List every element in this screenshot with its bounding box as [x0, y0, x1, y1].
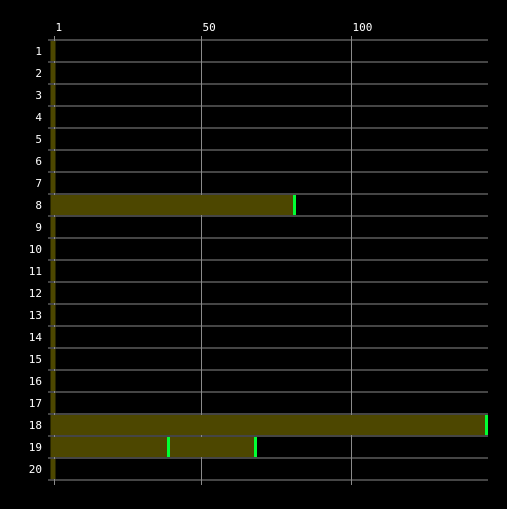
y-tick-label: 6 [35, 155, 42, 168]
bar [50, 371, 56, 391]
bar [50, 437, 256, 457]
marker-layer [167, 195, 488, 457]
bar [50, 239, 56, 259]
bar [50, 107, 56, 127]
x-tick-label: 1 [56, 21, 63, 34]
position-marker [254, 437, 257, 457]
y-tick-label: 4 [35, 111, 42, 124]
y-tick-label: 3 [35, 89, 42, 102]
y-tick-label: 20 [29, 463, 42, 476]
y-tick-label: 11 [29, 265, 42, 278]
bar [50, 327, 56, 347]
y-tick-label: 19 [29, 441, 42, 454]
bar [50, 173, 56, 193]
bar [50, 459, 56, 479]
x-tick-label: 50 [203, 21, 216, 34]
y-tick-label: 7 [35, 177, 42, 190]
bar [50, 85, 56, 105]
y-tick-label: 18 [29, 419, 42, 432]
bar [50, 305, 56, 325]
position-marker [167, 437, 170, 457]
y-tick-label: 13 [29, 309, 42, 322]
y-tick-label: 9 [35, 221, 42, 234]
bar [50, 415, 487, 435]
y-tick-label: 10 [29, 243, 42, 256]
bar [50, 129, 56, 149]
y-tick-label: 2 [35, 67, 42, 80]
y-tick-label: 1 [35, 45, 42, 58]
bar [50, 283, 56, 303]
bar [50, 63, 56, 83]
bar-layer [50, 41, 487, 479]
bar [50, 41, 56, 61]
bar [50, 393, 56, 413]
y-tick-label: 15 [29, 353, 42, 366]
y-tick-label: 16 [29, 375, 42, 388]
y-tick-label: 14 [29, 331, 43, 344]
position-marker [293, 195, 296, 215]
x-tick-label: 100 [353, 21, 373, 34]
bar [50, 151, 56, 171]
bar [50, 349, 56, 369]
y-tick-label: 12 [29, 287, 42, 300]
bar [50, 217, 56, 237]
bar [50, 261, 56, 281]
position-marker [485, 415, 488, 435]
y-tick-label: 5 [35, 133, 42, 146]
y-tick-label: 8 [35, 199, 42, 212]
y-tick-label: 17 [29, 397, 42, 410]
bar [50, 195, 295, 215]
